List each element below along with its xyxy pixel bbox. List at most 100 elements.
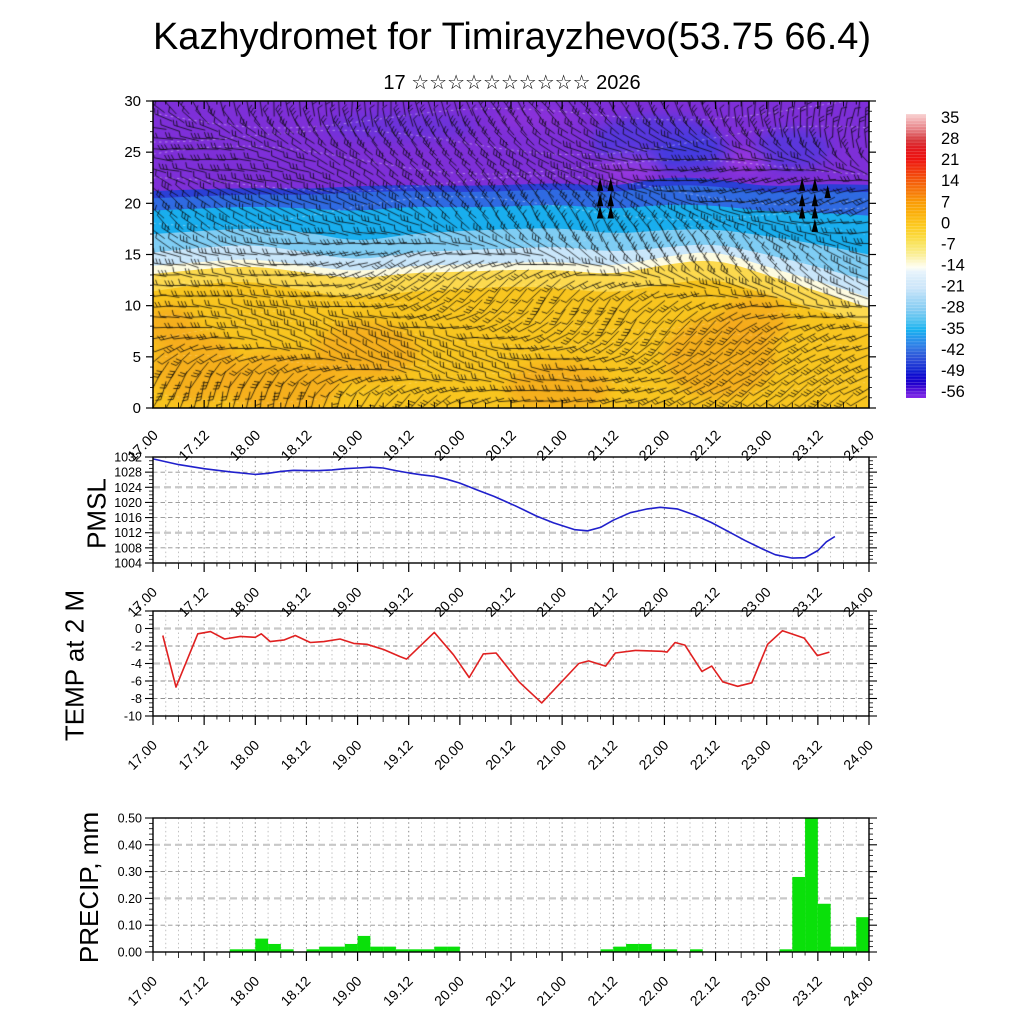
precip-bar — [408, 949, 422, 952]
svg-text:23.12: 23.12 — [789, 584, 825, 620]
svg-text:23.12: 23.12 — [789, 973, 825, 1009]
svg-text:-35: -35 — [941, 320, 965, 338]
svg-text:-8: -8 — [131, 692, 142, 706]
svg-text:18.12: 18.12 — [277, 737, 313, 773]
precip-bar — [370, 946, 384, 952]
svg-text:19.00: 19.00 — [329, 973, 365, 1009]
svg-text:22.00: 22.00 — [636, 428, 673, 465]
precip-bar — [229, 949, 243, 952]
svg-text:17.12: 17.12 — [175, 584, 211, 620]
svg-text:21.12: 21.12 — [584, 584, 620, 620]
precip-bar — [319, 946, 332, 952]
svg-text:23.12: 23.12 — [789, 737, 825, 773]
svg-text:21.00: 21.00 — [533, 737, 569, 773]
svg-text:-49: -49 — [941, 362, 965, 380]
svg-text:20.12: 20.12 — [483, 428, 520, 465]
precip-bar — [395, 949, 409, 952]
precip-bar — [268, 943, 281, 952]
svg-text:21.12: 21.12 — [584, 737, 620, 773]
svg-text:-7: -7 — [941, 235, 956, 253]
svg-text:18.12: 18.12 — [277, 973, 313, 1009]
svg-text:21: 21 — [941, 151, 959, 169]
svg-text:17.00: 17.00 — [124, 737, 160, 773]
svg-text:19.12: 19.12 — [380, 973, 416, 1009]
svg-text:-4: -4 — [131, 657, 142, 671]
svg-text:19.12: 19.12 — [380, 737, 416, 773]
svg-text:20.00: 20.00 — [431, 973, 467, 1009]
svg-text:24.00: 24.00 — [841, 428, 878, 465]
svg-text:28: 28 — [941, 130, 959, 148]
svg-text:-42: -42 — [941, 341, 965, 359]
svg-text:10: 10 — [124, 298, 141, 315]
svg-text:1024: 1024 — [114, 481, 142, 495]
precip-bar — [600, 949, 614, 952]
svg-text:24.00: 24.00 — [840, 973, 876, 1009]
svg-text:7: 7 — [941, 193, 950, 211]
svg-text:24.00: 24.00 — [840, 584, 876, 620]
svg-text:5: 5 — [133, 349, 141, 366]
svg-text:1028: 1028 — [114, 466, 142, 480]
svg-text:19.12: 19.12 — [380, 584, 416, 620]
precip-bar — [638, 943, 652, 952]
svg-text:21.12: 21.12 — [585, 428, 622, 465]
svg-text:21.12: 21.12 — [584, 973, 620, 1009]
precip-bar — [306, 949, 320, 952]
precip-bar — [447, 946, 460, 952]
svg-text:0: 0 — [941, 214, 950, 232]
svg-text:1032: 1032 — [114, 451, 142, 465]
precip-bar — [626, 943, 639, 952]
precip-bar — [332, 946, 345, 952]
svg-text:1004: 1004 — [114, 557, 142, 571]
svg-text:18.12: 18.12 — [277, 584, 313, 620]
svg-text:0: 0 — [133, 400, 141, 417]
svg-text:18.00: 18.00 — [226, 737, 262, 773]
svg-text:18.00: 18.00 — [227, 428, 264, 465]
precip-bar — [344, 943, 358, 952]
svg-text:35: 35 — [941, 109, 959, 127]
precip-bar — [280, 949, 294, 952]
svg-text:0: 0 — [135, 622, 142, 636]
svg-text:21.00: 21.00 — [534, 428, 571, 465]
svg-text:20.12: 20.12 — [482, 973, 518, 1009]
colorbar: 35 28 21 14 7 0 -7 -14 -21 -28 -35 -42 -49 -56 — [906, 109, 965, 401]
svg-text:0.00: 0.00 — [118, 946, 142, 960]
precip-bar — [779, 949, 793, 952]
svg-text:22.00: 22.00 — [635, 584, 671, 620]
svg-text:17.12: 17.12 — [175, 737, 211, 773]
precip-bar — [613, 946, 627, 952]
svg-text:20.00: 20.00 — [431, 737, 467, 773]
svg-text:22.12: 22.12 — [687, 428, 724, 465]
precip-bar — [383, 946, 396, 952]
svg-text:19.12: 19.12 — [381, 428, 418, 465]
svg-text:2: 2 — [135, 605, 142, 619]
precip-bar — [817, 903, 831, 952]
svg-text:17.00: 17.00 — [124, 973, 160, 1009]
svg-text:0.10: 0.10 — [118, 919, 142, 933]
svg-text:21.00: 21.00 — [533, 584, 569, 620]
precip-bar — [792, 876, 806, 952]
svg-text:20.00: 20.00 — [431, 584, 467, 620]
precip-bar — [357, 935, 371, 952]
svg-text:23.00: 23.00 — [739, 428, 776, 465]
svg-text:0.30: 0.30 — [118, 865, 142, 879]
svg-text:19.00: 19.00 — [329, 428, 366, 465]
svg-text:25: 25 — [124, 144, 141, 161]
svg-text:-21: -21 — [941, 278, 965, 296]
svg-text:-6: -6 — [131, 675, 142, 689]
svg-text:14: 14 — [941, 172, 959, 190]
svg-text:22.12: 22.12 — [687, 737, 723, 773]
page-title: Kazhydromet for Timirayzhevo(53.75 66.4) — [152, 16, 872, 58]
svg-text:20: 20 — [124, 195, 141, 212]
precip-bar — [651, 949, 665, 952]
precip-bar — [690, 949, 703, 952]
svg-text:0.20: 0.20 — [118, 892, 142, 906]
svg-text:-10: -10 — [124, 710, 142, 724]
wind-barb-field — [153, 101, 869, 408]
svg-text:15: 15 — [124, 247, 141, 264]
svg-text:24.00: 24.00 — [840, 737, 876, 773]
svg-text:-56: -56 — [941, 383, 965, 401]
svg-text:1012: 1012 — [114, 526, 142, 540]
